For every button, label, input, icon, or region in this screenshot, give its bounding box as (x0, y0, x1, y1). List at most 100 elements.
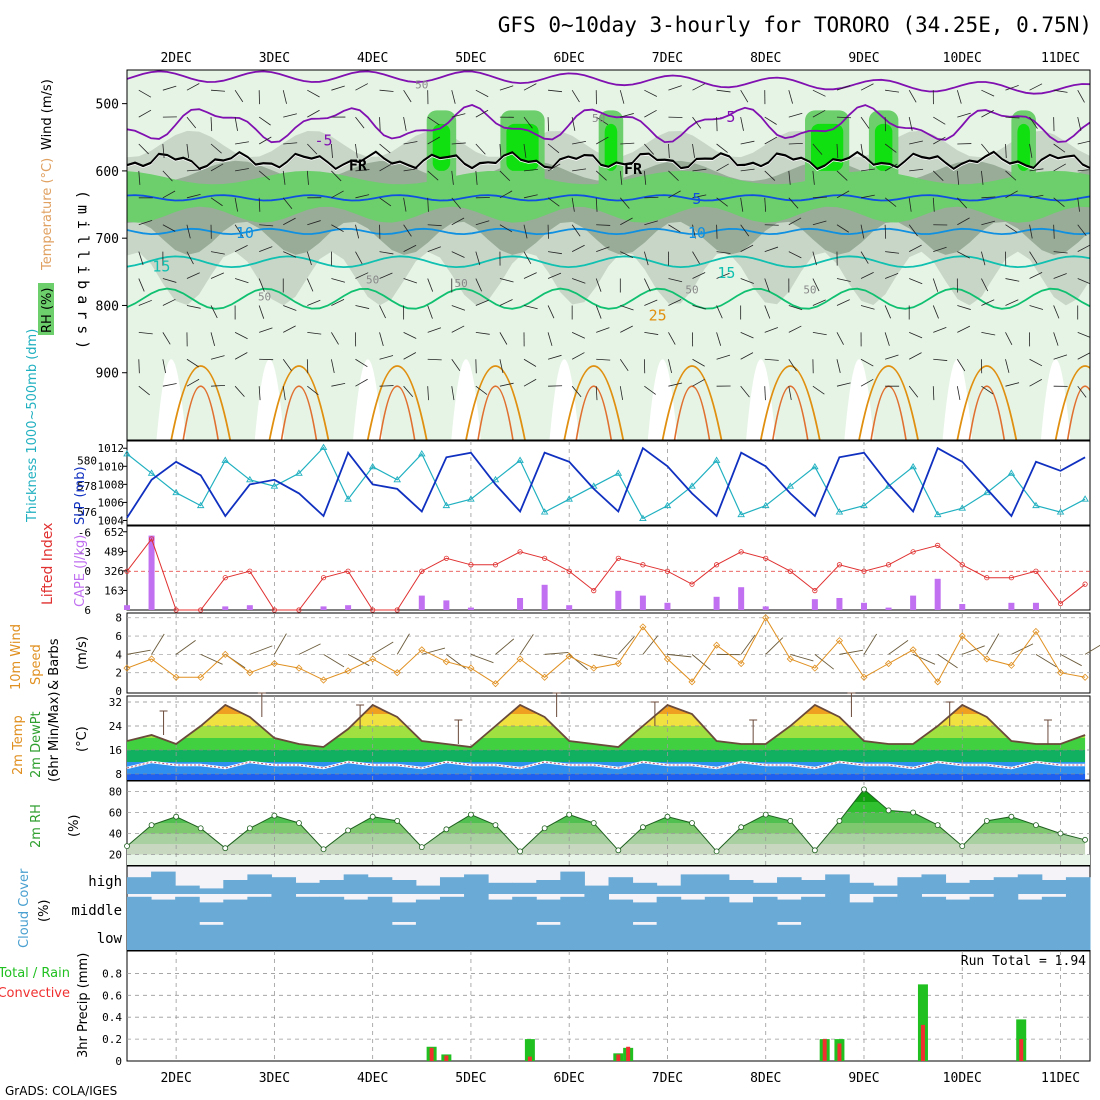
thickness-point (761, 501, 770, 509)
lifted-index-point (296, 607, 302, 613)
bottom-day-labels: 2DEC 3DEC 4DEC 5DEC 6DEC 7DEC 8DEC 9DEC 10DEC 11D… (160, 1071, 1080, 1086)
cloud-cell-low (1017, 922, 1043, 950)
cape-label: CAPE (J/kg) (73, 535, 88, 607)
cloud-cover-label: Cloud Cover (17, 868, 32, 948)
wind10m-barb (667, 653, 692, 658)
cloud-cell-low (632, 924, 658, 950)
wind10m-panel: 0 2 4 6 8 10m Wind Speed & Barbs (m/s) (9, 612, 1100, 698)
precip-panel: 0 0.2 0.4 0.6 0.8 Run Total = 1.94 Total / R… (0, 950, 1091, 1068)
upper-wind-barb (355, 143, 358, 158)
upper-wind-barb (716, 272, 730, 279)
precip-convective-bar (1019, 1039, 1024, 1061)
rh2m-point (934, 822, 941, 828)
cape-tick-label: 652 (104, 526, 124, 539)
rh-convective-core (506, 123, 539, 171)
upper-wind-barb (1077, 89, 1085, 103)
li-tick-label: 3 (84, 585, 91, 598)
wind10m-point (983, 655, 991, 663)
upper-wind-barb (908, 224, 918, 237)
upper-wind-barb (547, 354, 562, 360)
upper-wind-barb (427, 136, 441, 145)
rh-color-band (127, 844, 1086, 855)
lifted-index-point (492, 562, 499, 568)
isotherm-30-arc (772, 385, 809, 440)
lifted-index-point (345, 568, 351, 574)
wind10m-barb (790, 653, 814, 662)
upper-wind-barb (355, 169, 370, 172)
upper-wind-barb (427, 305, 433, 319)
thickness-point (516, 456, 524, 463)
upper-wind-barb (234, 352, 248, 360)
cloud-cell-low (752, 922, 778, 950)
lifted-index-label: Lifted Index (40, 523, 56, 605)
isotherm-25-arc (661, 365, 723, 440)
upper-wind-barb (788, 112, 803, 118)
upper-wind-barb (885, 89, 900, 93)
wind10m-barb (274, 633, 287, 655)
rh2m-point (246, 825, 253, 832)
thickness-point (295, 469, 303, 476)
upper-wind-barb (379, 89, 394, 92)
lifted-index-point (763, 555, 769, 561)
lifted-index-point (443, 555, 449, 561)
upper-wind-barb (981, 196, 996, 199)
upper-wind-barb (788, 386, 792, 401)
rh2m-point (443, 826, 450, 833)
thickness-tick-label: 576 (77, 506, 97, 519)
contour-label: 50 (803, 284, 816, 297)
upper-wind-barb (788, 170, 791, 185)
wind10m-tick-label: 8 (115, 612, 122, 625)
temp2m-label-1: 2m Temp (11, 715, 26, 775)
cloud-cell-middle (1041, 896, 1067, 922)
upper-wind-barb (355, 83, 368, 91)
upper-wind-barb (162, 224, 176, 232)
upper-wind-barb (933, 326, 947, 333)
upper-wind-barb (307, 299, 321, 306)
upper-wind-barb (186, 251, 194, 265)
cape-bar (443, 600, 450, 610)
cloud-cell-middle (199, 902, 224, 922)
wind10m-speed-line (126, 616, 1086, 685)
upper-wind-barb (403, 141, 418, 145)
upper-wind-barb (812, 299, 826, 306)
upper-wind-barb (427, 170, 439, 181)
contour-label: 25 (649, 307, 667, 325)
wind10m-point (1032, 627, 1040, 636)
rh2m-point (394, 818, 401, 824)
upper-wind-barb (884, 272, 899, 279)
precip-convective-bar (429, 1047, 434, 1061)
lifted-index-point (320, 575, 327, 581)
upper-wind-barb (307, 109, 320, 118)
upper-wind-barb (138, 109, 152, 118)
wind10m-barb (495, 638, 515, 655)
upper-wind-barb (1029, 116, 1038, 129)
upper-wind-barb (884, 163, 898, 172)
upper-wind-barb (836, 359, 841, 373)
rh-dry-pocket (254, 359, 285, 440)
cloud-cell-middle (969, 896, 995, 922)
bottom-day-label: 8DEC (750, 1071, 781, 1086)
cloud-cell-low (343, 922, 369, 950)
upper-wind-barb (403, 89, 412, 103)
upper-wind-barb (836, 224, 849, 233)
isotherm-30-arc (280, 385, 318, 440)
cloud-cell-high (295, 882, 321, 894)
cloud-cell-low (439, 922, 465, 950)
upper-wind-barb (1005, 278, 1020, 282)
upper-wind-barb (981, 170, 984, 185)
thickness-point (491, 475, 500, 483)
rh-tick-label: 20 (109, 849, 122, 862)
cloud-cell-middle (632, 902, 658, 922)
precip-tick-label: 0 (115, 1055, 122, 1068)
upper-wind-barb (1053, 143, 1066, 153)
wind10m-point (614, 659, 622, 668)
upper-wind-barb (572, 278, 586, 284)
upper-wind-barb (451, 251, 465, 258)
upper-wind-barb (307, 89, 320, 98)
wind10m-point (565, 652, 573, 660)
upper-wind-barb (547, 143, 560, 154)
cloud-cell-high (897, 877, 922, 894)
upper-wind-barb (306, 170, 309, 185)
rh-convective-core (604, 123, 618, 171)
precip-tick-label: 0.4 (102, 1011, 122, 1024)
